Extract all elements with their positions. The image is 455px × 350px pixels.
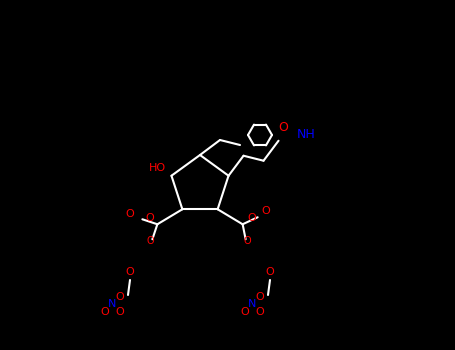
Text: O: O xyxy=(248,213,256,223)
Text: O: O xyxy=(262,206,270,216)
Text: O: O xyxy=(255,307,264,317)
Text: O: O xyxy=(100,307,109,317)
Text: O: O xyxy=(244,236,252,246)
Text: O: O xyxy=(126,209,134,219)
Text: N: N xyxy=(108,299,116,309)
Text: O: O xyxy=(240,307,249,317)
Text: O: O xyxy=(147,236,154,246)
Text: N: N xyxy=(248,299,256,309)
Text: O: O xyxy=(126,267,134,277)
Text: O: O xyxy=(146,213,154,223)
Text: NH: NH xyxy=(297,128,315,141)
Text: O: O xyxy=(115,307,124,317)
Text: O: O xyxy=(115,292,124,302)
Text: O: O xyxy=(266,267,274,277)
Text: O: O xyxy=(278,121,288,134)
Text: O: O xyxy=(255,292,264,302)
Text: HO: HO xyxy=(149,163,167,173)
